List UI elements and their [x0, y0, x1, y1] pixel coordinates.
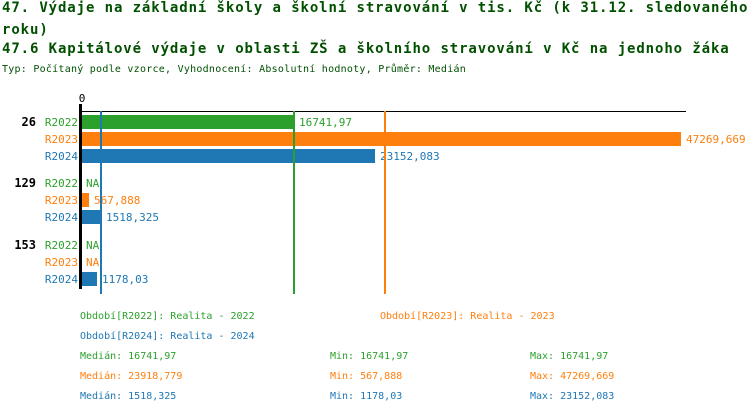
- na-label-153-R2023: NA: [86, 256, 100, 269]
- series-label-129-R2022: R2022: [44, 177, 78, 190]
- series-label-153-R2022: R2022: [44, 239, 78, 252]
- x-axis-zero-label: 0: [78, 92, 86, 105]
- bar-value-153-R2024: 1178,03: [102, 273, 149, 286]
- bar-129-R2024: [82, 210, 101, 224]
- stat-min-r2023: Min: 567,888: [330, 371, 403, 382]
- series-label-129-R2024: R2024: [44, 211, 78, 224]
- bar-26-R2024: [82, 149, 375, 163]
- bar-26-R2023: [82, 132, 681, 146]
- stat-min-r2024: Min: 1178,03: [330, 391, 403, 402]
- stat-max-r2024: Max: 23152,083: [530, 391, 615, 402]
- bar-value-26-R2022: 16741,97: [299, 116, 352, 129]
- report-title-line2: roku): [2, 22, 49, 38]
- bar-value-26-R2023: 47269,669: [686, 133, 746, 146]
- group-label-153: 153: [14, 238, 36, 252]
- report-title-line1: 47. Výdaje na základní školy a školní st…: [2, 0, 749, 16]
- series-label-153-R2024: R2024: [44, 273, 78, 286]
- series-label-26-R2023: R2023: [44, 133, 78, 146]
- legend-r2023: Období[R2023]: Realita - 2023: [380, 311, 555, 322]
- median-line-R2022: [293, 111, 295, 294]
- stat-median-r2023: Medián: 23918,779: [80, 371, 183, 382]
- median-line-R2024: [100, 111, 102, 294]
- bar-value-129-R2023: 567,888: [94, 194, 141, 207]
- chart-top-border: [79, 111, 686, 112]
- stat-max-r2023: Max: 47269,669: [530, 371, 615, 382]
- bar-value-129-R2024: 1518,325: [106, 211, 159, 224]
- stat-max-r2022: Max: 16741,97: [530, 351, 609, 362]
- series-label-26-R2022: R2022: [44, 116, 78, 129]
- median-line-R2023: [384, 111, 386, 294]
- na-label-153-R2022: NA: [86, 239, 100, 252]
- bar-26-R2022: [82, 115, 294, 129]
- series-label-26-R2024: R2024: [44, 150, 78, 163]
- group-label-129: 129: [14, 176, 36, 190]
- bar-129-R2023: [82, 193, 89, 207]
- legend-r2024: Období[R2024]: Realita - 2024: [80, 331, 255, 342]
- indicator-title: 47.6 Kapitálové výdaje v oblasti ZŠ a šk…: [2, 41, 730, 57]
- series-label-129-R2023: R2023: [44, 194, 78, 207]
- chart-subtitle: Typ: Počítaný podle vzorce, Vyhodnocení:…: [2, 64, 467, 75]
- group-label-26: 26: [21, 115, 36, 129]
- bar-153-R2024: [82, 272, 97, 286]
- series-label-153-R2023: R2023: [44, 256, 78, 269]
- y-axis-line: [79, 104, 82, 289]
- na-label-129-R2022: NA: [86, 177, 100, 190]
- stat-min-r2022: Min: 16741,97: [330, 351, 409, 362]
- stat-median-r2024: Medián: 1518,325: [80, 391, 177, 402]
- stat-median-r2022: Medián: 16741,97: [80, 351, 177, 362]
- legend-r2022: Období[R2022]: Realita - 2022: [80, 311, 255, 322]
- bar-value-26-R2024: 23152,083: [380, 150, 440, 163]
